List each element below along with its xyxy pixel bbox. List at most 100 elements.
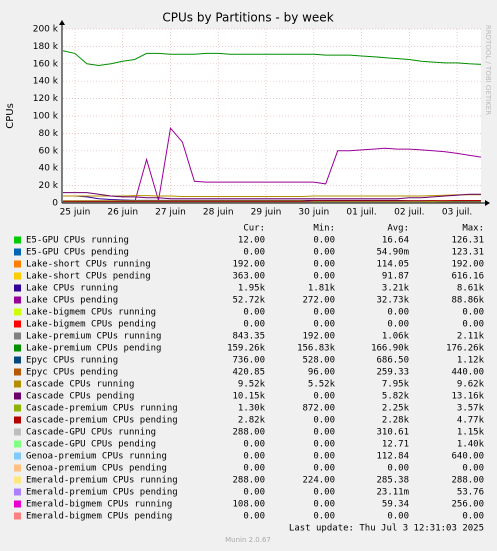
x-axis-arrow bbox=[485, 200, 490, 206]
legend-stat: 0.00 bbox=[387, 464, 409, 474]
legend-stat: 5.52k bbox=[308, 380, 336, 390]
y-tick-label: 180 k bbox=[33, 42, 59, 52]
legend-stat: 0.00 bbox=[243, 248, 265, 258]
legend-stat: 1.06k bbox=[382, 332, 410, 342]
legend-label: Emerald-premium CPUs running bbox=[26, 476, 178, 486]
legend-stat: 10.15k bbox=[232, 392, 265, 402]
footer: Munin 2.0.67 bbox=[225, 536, 271, 544]
x-tick-label: 25 juin bbox=[60, 208, 91, 218]
legend-stat: 5.82k bbox=[382, 392, 410, 402]
legend-stat: 114.05 bbox=[376, 260, 409, 270]
legend-swatch bbox=[14, 380, 21, 388]
legend-stat: 420.85 bbox=[232, 368, 265, 378]
legend-swatch bbox=[14, 272, 21, 280]
y-tick-label: 20 k bbox=[38, 181, 58, 191]
legend-stat: 0.00 bbox=[462, 320, 484, 330]
side-text: RRDTOOL / TOBI OETIKER bbox=[484, 25, 492, 115]
legend-stat: 108.00 bbox=[232, 500, 265, 510]
legend-stat: 616.16 bbox=[451, 272, 484, 282]
last-update: Last update: Thu Jul 3 12:31:03 2025 bbox=[289, 524, 484, 534]
legend-stat: 112.84 bbox=[376, 452, 409, 462]
y-axis-arrow bbox=[59, 20, 65, 25]
legend-stat: 0.00 bbox=[243, 464, 265, 474]
legend-stat: 285.38 bbox=[376, 476, 409, 486]
legend-stat: 7.95k bbox=[382, 380, 410, 390]
legend-stat: 440.00 bbox=[451, 368, 484, 378]
legend-stat: 0.00 bbox=[243, 488, 265, 498]
legend-swatch bbox=[14, 320, 21, 328]
legend-stat: 9.52k bbox=[238, 380, 266, 390]
legend-stat: 0.00 bbox=[313, 248, 335, 258]
legend-stat: 872.00 bbox=[302, 404, 335, 414]
legend-stat: 0.00 bbox=[462, 308, 484, 318]
legend-label: Emerald-bigmem CPUs running bbox=[26, 500, 172, 510]
legend-stat: 2.11k bbox=[457, 332, 485, 342]
legend-label: E5-GPU CPUs pending bbox=[26, 248, 129, 258]
legend-stat: 3.57k bbox=[457, 404, 485, 414]
legend-swatch bbox=[14, 308, 21, 316]
legend-stat: 0.00 bbox=[243, 440, 265, 450]
legend-swatch bbox=[14, 344, 21, 352]
legend-label: Lake-premium CPUs pending bbox=[26, 344, 161, 354]
legend-stat: 8.61k bbox=[457, 284, 485, 294]
legend-stat: 363.00 bbox=[232, 272, 265, 282]
y-tick-label: 200 k bbox=[33, 25, 59, 35]
series-line bbox=[63, 200, 481, 202]
legend-swatch bbox=[14, 296, 21, 304]
legend-stat: 0.00 bbox=[387, 308, 409, 318]
legend-stat: 310.61 bbox=[376, 428, 409, 438]
legend-stat: 23.11m bbox=[376, 488, 409, 498]
legend-stat: 0.00 bbox=[243, 452, 265, 462]
y-tick-label: 40 k bbox=[38, 164, 58, 174]
legend-stat: 0.00 bbox=[243, 320, 265, 330]
legend-stat: 32.73k bbox=[376, 296, 409, 306]
legend-label: Lake-bigmem CPUs running bbox=[26, 308, 156, 318]
x-tick-label: 03 juil. bbox=[442, 208, 472, 218]
legend-stat: 96.00 bbox=[308, 368, 335, 378]
legend-column-header: Cur: bbox=[243, 224, 265, 234]
legend-stat: 640.00 bbox=[451, 452, 484, 462]
legend-swatch bbox=[14, 488, 21, 496]
legend-stat: 1.15k bbox=[457, 428, 485, 438]
chart-title: CPUs by Partitions - by week bbox=[162, 11, 333, 25]
legend-swatch bbox=[14, 356, 21, 364]
y-axis-label: CPUs bbox=[5, 103, 16, 129]
legend-stat: 192.00 bbox=[302, 332, 335, 342]
legend-stat: 2.82k bbox=[238, 416, 266, 426]
legend-stat: 91.87 bbox=[382, 272, 409, 282]
legend-stat: 528.00 bbox=[302, 356, 335, 366]
legend-stat: 0.00 bbox=[462, 512, 484, 522]
series-line bbox=[62, 50, 482, 67]
legend-label: Lake-bigmem CPUs pending bbox=[26, 320, 156, 330]
legend-stat: 0.00 bbox=[313, 272, 335, 282]
legend-label: Lake-premium CPUs running bbox=[26, 332, 161, 342]
legend-column-header: Avg: bbox=[387, 224, 409, 234]
legend-stat: 0.00 bbox=[313, 452, 335, 462]
legend-label: Emerald-premium CPUs pending bbox=[26, 488, 178, 498]
legend-stat: 0.00 bbox=[313, 236, 335, 246]
legend-stat: 224.00 bbox=[302, 476, 335, 486]
x-tick-label: 27 juin bbox=[155, 208, 186, 218]
legend-stat: 256.00 bbox=[451, 500, 484, 510]
legend-stat: 88.86k bbox=[451, 296, 484, 306]
legend-stat: 0.00 bbox=[243, 512, 265, 522]
legend-stat: 272.00 bbox=[302, 296, 335, 306]
legend-stat: 12.71 bbox=[382, 440, 409, 450]
x-tick-label: 30 juin bbox=[298, 208, 329, 218]
legend-stat: 686.50 bbox=[376, 356, 409, 366]
legend-stat: 13.16k bbox=[451, 392, 484, 402]
legend-label: Cascade-premium CPUs pending bbox=[26, 416, 178, 426]
plot-area bbox=[62, 29, 481, 203]
x-tick-label: 01 juil. bbox=[346, 208, 376, 218]
legend-stat: 259.33 bbox=[376, 368, 409, 378]
legend-swatch bbox=[14, 440, 21, 448]
legend-label: Genoa-premium CPUs pending bbox=[26, 464, 167, 474]
legend-stat: 1.81k bbox=[308, 284, 336, 294]
legend-stat: 0.00 bbox=[313, 464, 335, 474]
legend-stat: 288.00 bbox=[232, 476, 265, 486]
legend-label: Lake CPUs running bbox=[26, 284, 118, 294]
legend: Cur: Min: Avg: Max: E5-GPU CPUs running 12.00… bbox=[14, 224, 485, 522]
legend-stat: 0.00 bbox=[313, 440, 335, 450]
y-tick-label: 140 k bbox=[33, 77, 59, 87]
